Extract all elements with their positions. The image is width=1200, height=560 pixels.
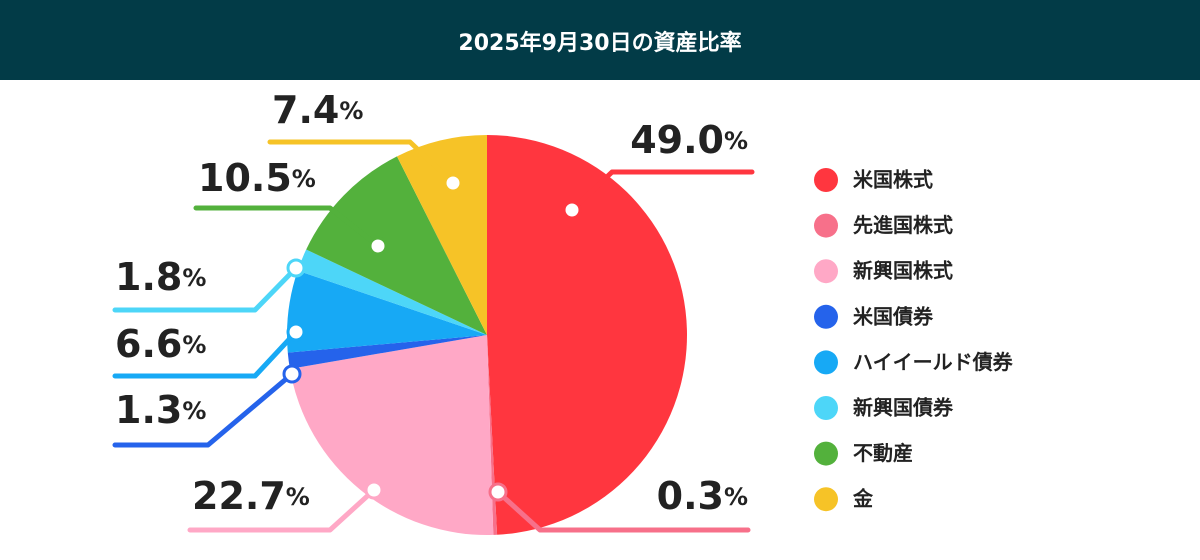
pie-slice bbox=[297, 249, 487, 335]
leader-line bbox=[187, 487, 377, 533]
value-label: 0.3% bbox=[657, 474, 748, 518]
legend-swatch bbox=[814, 350, 838, 375]
legend-label: ハイイールド債券 bbox=[853, 350, 1014, 374]
value-label: 6.6% bbox=[115, 322, 206, 366]
legend-label: 不動産 bbox=[853, 441, 913, 465]
legend-swatch bbox=[814, 213, 838, 238]
legend-swatch bbox=[814, 396, 838, 420]
legend-swatch bbox=[814, 487, 838, 512]
legend-label: 米国債券 bbox=[853, 304, 934, 328]
leader-line bbox=[112, 329, 299, 379]
pie-slice bbox=[306, 156, 487, 335]
value-label: 10.5% bbox=[198, 156, 316, 200]
value-label: 1.8% bbox=[115, 255, 206, 299]
leader-line bbox=[112, 265, 299, 313]
pie-slice bbox=[287, 335, 487, 369]
leader-line bbox=[569, 169, 755, 213]
leader-dot bbox=[562, 200, 582, 220]
leader-dot bbox=[488, 482, 508, 502]
value-label: 49.0% bbox=[630, 118, 748, 162]
legend-label: 新興国株式 bbox=[853, 259, 953, 283]
leader-dot bbox=[286, 258, 306, 278]
value-label: 22.7% bbox=[192, 474, 310, 518]
legend-swatch bbox=[814, 259, 838, 284]
legend-label: 新興国債券 bbox=[853, 396, 954, 420]
legend-label: 米国株式 bbox=[853, 168, 933, 192]
legend-swatch bbox=[814, 168, 838, 192]
leader-dot bbox=[443, 173, 463, 193]
header-bar bbox=[0, 0, 1200, 80]
leader-dot bbox=[282, 364, 302, 384]
leader-dot bbox=[368, 236, 388, 256]
pie-slice bbox=[289, 335, 494, 535]
leader-line bbox=[112, 371, 295, 448]
leader-dot bbox=[286, 322, 306, 342]
pie bbox=[286, 135, 688, 535]
leader-line bbox=[495, 489, 751, 533]
leader-line bbox=[267, 139, 456, 186]
leader-line bbox=[193, 205, 381, 249]
pie-slice bbox=[286, 270, 487, 353]
pie-slice bbox=[487, 135, 688, 535]
value-label: 1.3% bbox=[115, 388, 206, 432]
pie-slice bbox=[396, 135, 487, 335]
legend-label: 先進国株式 bbox=[853, 213, 953, 237]
leader-dot bbox=[364, 480, 384, 500]
legend-swatch bbox=[814, 441, 838, 466]
chart-title: 2025年9月30日の資産比率 bbox=[458, 30, 741, 56]
value-label: 7.4% bbox=[272, 88, 363, 132]
legend-swatch bbox=[814, 304, 838, 329]
legend-label: 金 bbox=[852, 487, 874, 511]
leaders: 49.0% 0.3% 22.7% 1.3% 6.6% 1.8% 10.5% 7.4% bbox=[112, 88, 755, 533]
